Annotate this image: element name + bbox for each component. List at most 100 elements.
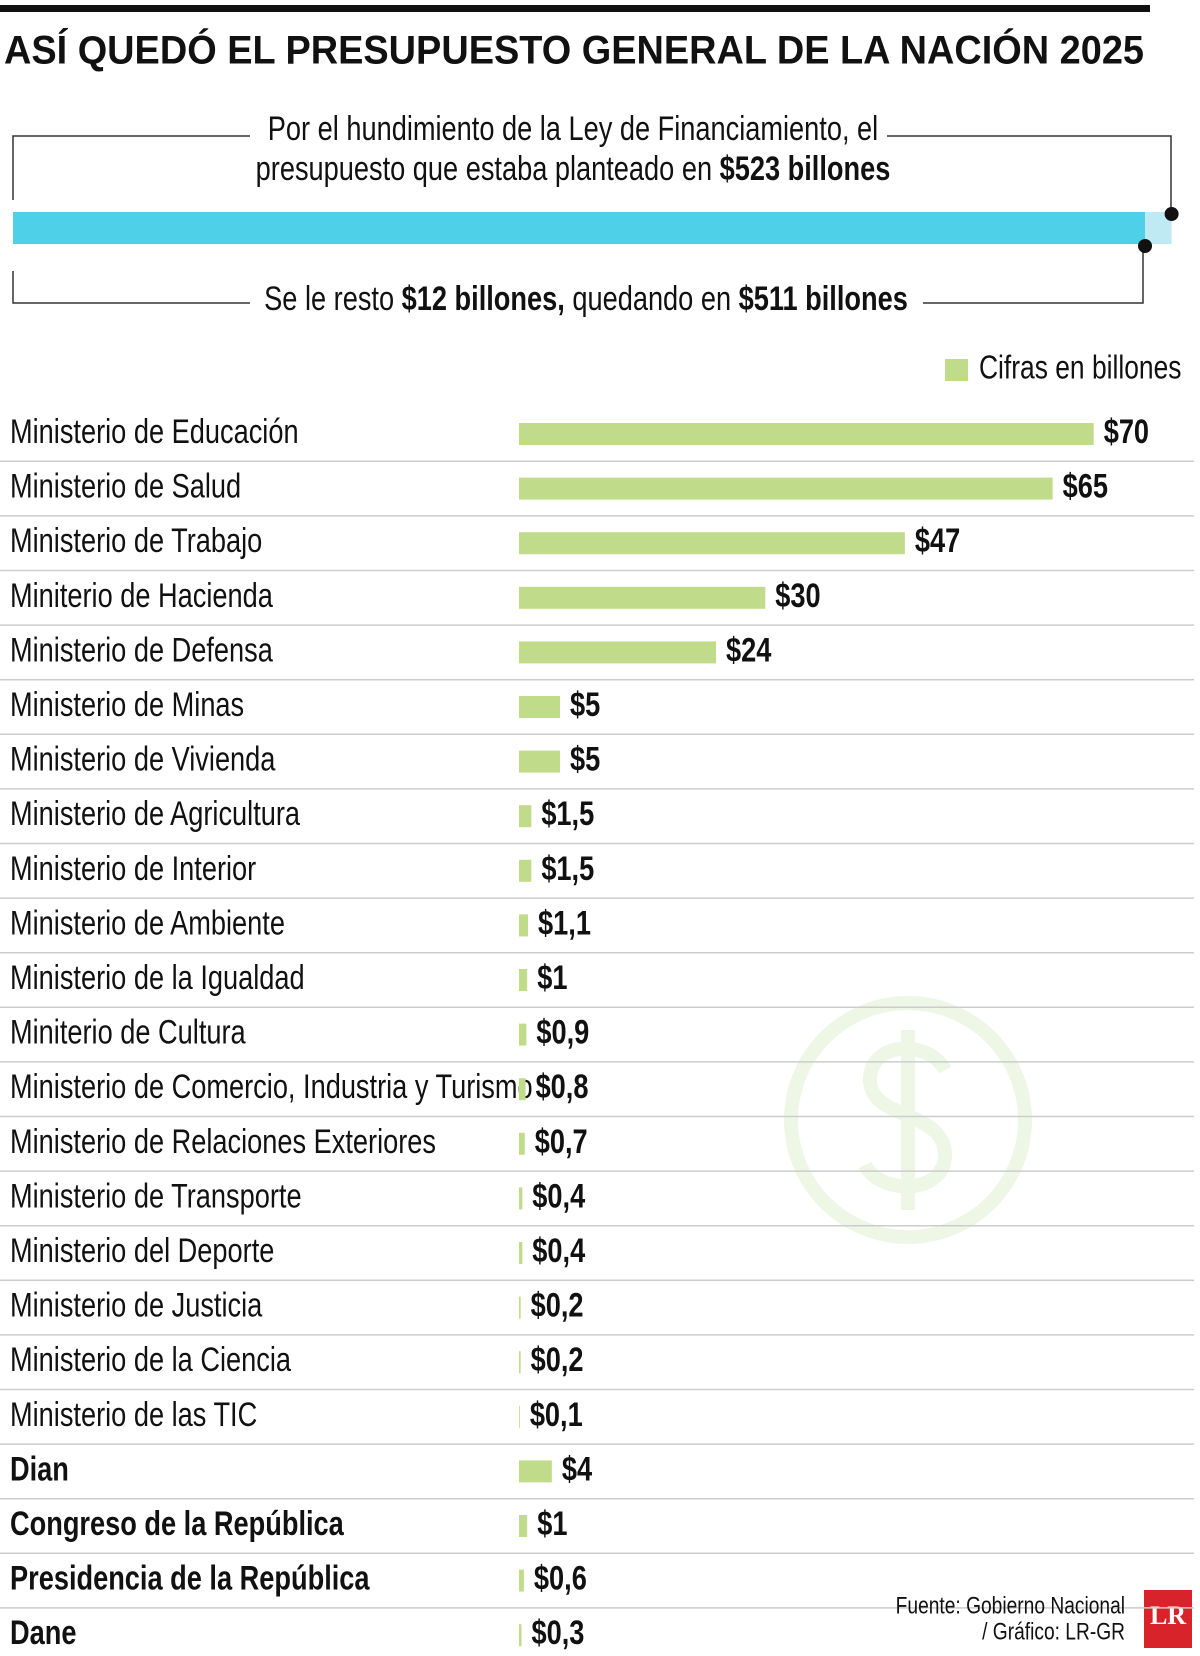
category-label: Ministerio de Relaciones Exteriores bbox=[10, 1122, 436, 1161]
value-label-group: $65 bbox=[1063, 467, 1108, 506]
value-label: $0,1 bbox=[530, 1395, 583, 1434]
category-label: Miniterio de Hacienda bbox=[10, 576, 274, 615]
bar bbox=[519, 1460, 552, 1483]
bar bbox=[519, 750, 561, 773]
legend-label-group: Cifras en billones bbox=[979, 350, 1181, 386]
value-label: $70 bbox=[1104, 412, 1149, 451]
value-label-group: $5 bbox=[570, 685, 600, 724]
category-label-group: Ministerio de Vivienda bbox=[10, 740, 276, 779]
category-label-group: Ministerio de Minas bbox=[10, 685, 244, 724]
category-label: Ministerio de las TIC bbox=[10, 1395, 257, 1434]
value-label: $0,2 bbox=[531, 1286, 584, 1325]
value-label-group: $30 bbox=[775, 576, 820, 615]
value-label-group: $1,5 bbox=[541, 849, 594, 888]
category-label: Dian bbox=[10, 1449, 69, 1488]
value-label-group: $47 bbox=[915, 521, 960, 560]
bar bbox=[519, 969, 528, 991]
category-label: Ministerio del Deporte bbox=[10, 1231, 274, 1270]
value-label: $30 bbox=[775, 576, 820, 615]
bar bbox=[519, 1569, 524, 1592]
bar bbox=[519, 423, 1094, 445]
category-label-group: Ministerio de Comercio, Industria y Turi… bbox=[10, 1067, 533, 1106]
value-label-group: $4 bbox=[562, 1449, 592, 1488]
value-label: $24 bbox=[726, 630, 771, 669]
note-text: presupuesto que estaba planteado en bbox=[256, 149, 712, 188]
category-label-group: Ministerio de Educación bbox=[10, 412, 299, 451]
category-label: Miniterio de Cultura bbox=[10, 1013, 246, 1052]
bar bbox=[519, 1624, 522, 1647]
bar bbox=[519, 696, 561, 718]
value-label-group: $70 bbox=[1104, 412, 1149, 451]
value-label: $0,3 bbox=[531, 1613, 584, 1652]
category-label-group: Dian bbox=[10, 1449, 69, 1488]
note-line: presupuesto que estaba planteado en $523… bbox=[256, 149, 891, 188]
note-text: quedando en bbox=[572, 279, 731, 318]
category-label: Ministerio de Agricultura bbox=[10, 794, 301, 833]
note-line-group: Se le resto $12 billones, quedando en $5… bbox=[264, 279, 908, 318]
category-label: Ministerio de Defensa bbox=[10, 630, 274, 669]
bracket-line bbox=[12, 271, 250, 304]
category-label: Ministerio de Justicia bbox=[10, 1286, 263, 1325]
category-label-group: Ministerio de las TIC bbox=[10, 1395, 257, 1434]
category-label: Ministerio de Vivienda bbox=[10, 740, 276, 779]
bracket-dot bbox=[1138, 239, 1153, 253]
bar bbox=[519, 859, 532, 882]
category-label: Ministerio de Ambiente bbox=[10, 903, 285, 942]
source: / Gráfico: LR-GR bbox=[982, 1617, 1125, 1645]
note-bold: $12 billones, bbox=[402, 279, 565, 318]
value-label: $0,9 bbox=[536, 1013, 589, 1052]
source-group: / Gráfico: LR-GR bbox=[982, 1617, 1125, 1645]
bracket-line bbox=[12, 135, 250, 200]
watermark-circle bbox=[784, 996, 1032, 1244]
bar bbox=[519, 1132, 525, 1155]
category-label: Dane bbox=[10, 1613, 76, 1652]
category-label-group: Miniterio de Hacienda bbox=[10, 576, 274, 615]
bracket-line bbox=[923, 246, 1144, 304]
value-label: $47 bbox=[915, 521, 960, 560]
category-label: Ministerio de Interior bbox=[10, 849, 256, 888]
value-label: $4 bbox=[562, 1449, 592, 1488]
bar bbox=[519, 586, 766, 609]
note-line: Se le resto $12 billones, quedando en $5… bbox=[264, 279, 908, 318]
category-label-group: Ministerio de la Igualdad bbox=[10, 958, 305, 997]
value-label: $0,8 bbox=[536, 1067, 589, 1106]
bar bbox=[519, 1078, 526, 1101]
category-label-group: Ministerio de Relaciones Exteriores bbox=[10, 1122, 436, 1161]
category-label-group: Ministerio de la Ciencia bbox=[10, 1340, 292, 1379]
value-label-group: $0,4 bbox=[532, 1176, 585, 1215]
value-label: $5 bbox=[570, 685, 600, 724]
category-label-group: Congreso de la República bbox=[10, 1504, 345, 1543]
value-label-group: $1,1 bbox=[538, 903, 591, 942]
total-bar bbox=[13, 212, 1146, 244]
value-label: $1 bbox=[537, 1504, 567, 1543]
bar bbox=[519, 1296, 521, 1319]
value-label: $0,4 bbox=[532, 1231, 585, 1270]
value-label-group: $1,5 bbox=[541, 794, 594, 833]
category-label-group: Ministerio de Salud bbox=[10, 467, 241, 506]
bar bbox=[519, 1242, 523, 1264]
bar bbox=[519, 1515, 528, 1537]
source: Fuente: Gobierno Nacional bbox=[896, 1591, 1125, 1619]
category-label-group: Miniterio de Cultura bbox=[10, 1013, 246, 1052]
value-label-group: $1 bbox=[537, 958, 567, 997]
value-label: $0,4 bbox=[532, 1176, 585, 1215]
value-label-group: $0,6 bbox=[534, 1559, 587, 1598]
value-label-group: $1 bbox=[537, 1504, 567, 1543]
value-label: $1,5 bbox=[541, 849, 594, 888]
category-label: Ministerio de Salud bbox=[10, 467, 241, 506]
value-label: $0,6 bbox=[534, 1559, 587, 1598]
value-label-group: $24 bbox=[726, 630, 771, 669]
category-label: Ministerio de Trabajo bbox=[10, 521, 262, 560]
watermark-symbol bbox=[858, 1030, 953, 1210]
value-label: $1,5 bbox=[541, 794, 594, 833]
category-label-group: Presidencia de la República bbox=[10, 1559, 370, 1598]
source-group: Fuente: Gobierno Nacional bbox=[896, 1591, 1125, 1619]
value-label-group: $0,2 bbox=[531, 1286, 584, 1325]
category-label-group: Ministerio de Justicia bbox=[10, 1286, 263, 1325]
category-label-group: Dane bbox=[10, 1613, 76, 1652]
top-rule bbox=[0, 5, 1150, 12]
bracket-line bbox=[887, 135, 1172, 214]
category-label-group: Ministerio del Deporte bbox=[10, 1231, 274, 1270]
